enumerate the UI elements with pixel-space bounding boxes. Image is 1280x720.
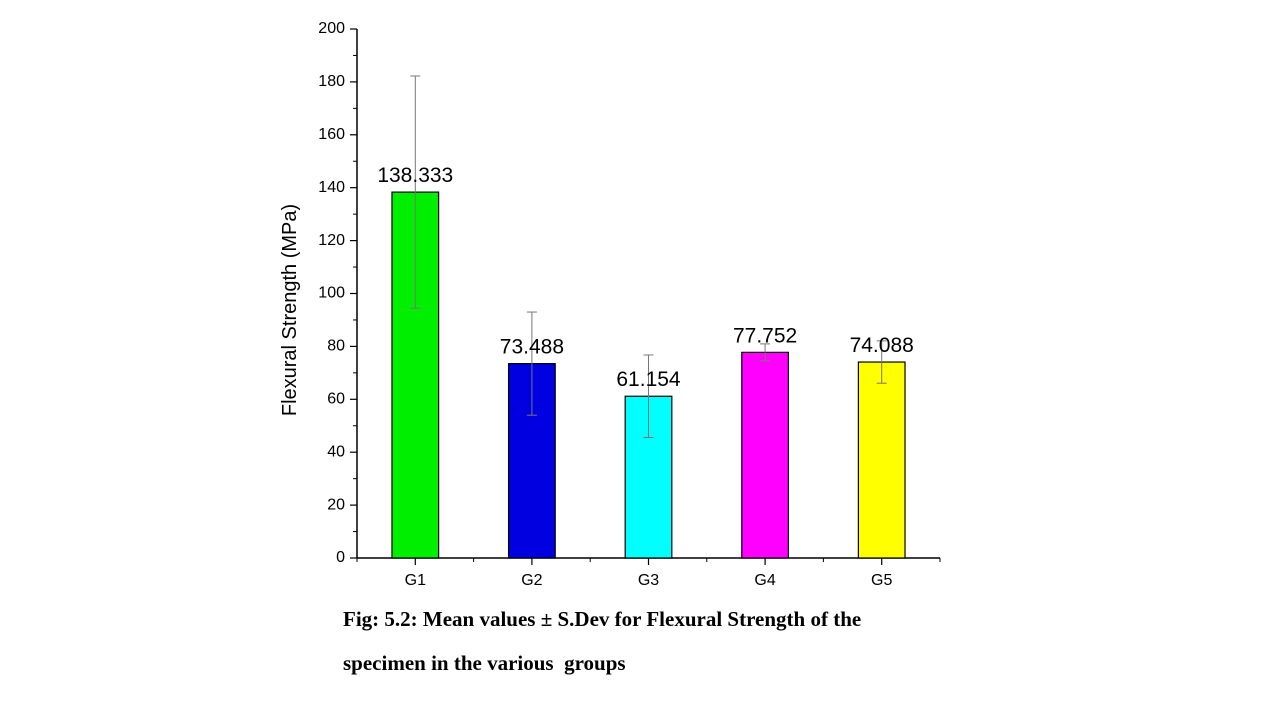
value-label: 61.154: [616, 368, 681, 391]
y-tick-label: 120: [318, 232, 345, 249]
y-axis-label: Flexural Strength (MPa): [279, 204, 301, 416]
y-tick-label: 140: [318, 179, 345, 196]
bar: [857, 361, 906, 559]
caption-line: Fig: 5.2: Mean values ± S.Dev for Flexur…: [343, 607, 861, 631]
y-tick-label: 180: [318, 73, 345, 90]
y-tick-label: 200: [318, 20, 345, 37]
y-tick-label: 60: [327, 391, 345, 408]
y-tick-label: 160: [318, 126, 345, 143]
value-label: 77.752: [733, 324, 797, 347]
value-label: 73.488: [500, 336, 564, 359]
y-tick-label: 20: [327, 496, 345, 513]
y-tick-label: 80: [327, 338, 345, 355]
x-tick-label: G2: [521, 572, 542, 589]
y-tick-label: 40: [327, 443, 345, 460]
value-label: 74.088: [850, 334, 914, 357]
caption-line: specimen in the various groups: [343, 651, 626, 675]
y-tick-label: 0: [336, 549, 345, 566]
x-tick-label: G5: [871, 572, 892, 589]
x-tick-label: G1: [405, 572, 426, 589]
bar: [741, 351, 790, 559]
x-tick-label: G4: [754, 572, 775, 589]
value-label: 138.333: [377, 164, 453, 187]
y-tick-label: 100: [318, 285, 345, 302]
x-tick-label: G3: [638, 572, 659, 589]
